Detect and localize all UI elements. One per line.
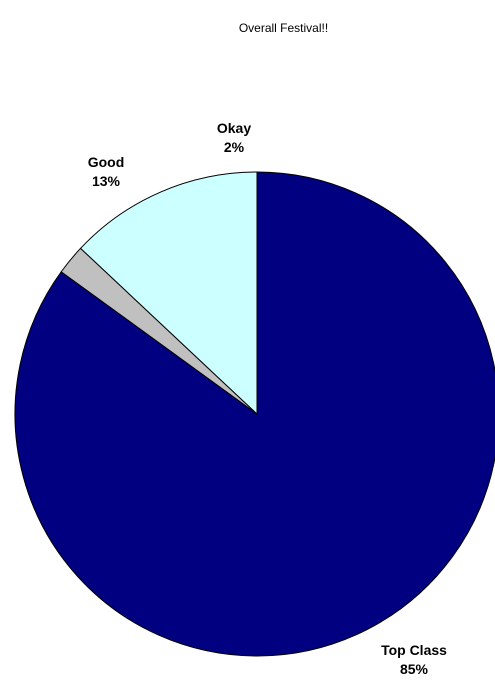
- data-label-good: Good: [88, 154, 125, 170]
- chart-title: Overall Festival!!: [238, 21, 329, 35]
- pie-slice-good: [79, 171, 258, 416]
- data-label-percent-okay: 2%: [224, 139, 245, 155]
- data-label-percent-top-class: 85%: [400, 661, 429, 677]
- data-label-okay: Okay: [217, 120, 251, 136]
- data-label-top-class: Top Class: [381, 642, 447, 658]
- pie-slice-top-class: [14, 171, 495, 657]
- data-label-percent-good: 13%: [92, 173, 121, 189]
